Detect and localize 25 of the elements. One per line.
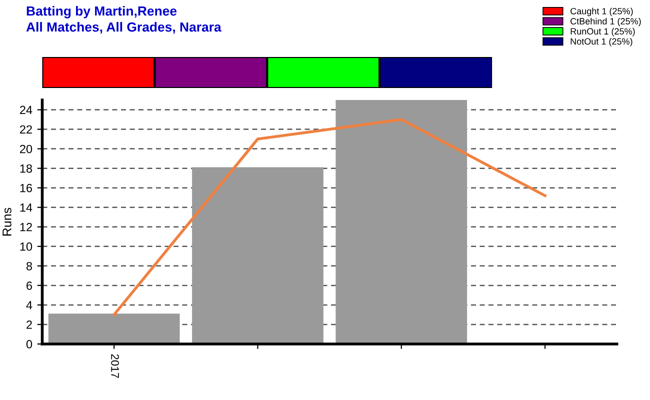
- y-tick-label: 18: [20, 164, 32, 173]
- y-tick-label: 24: [20, 106, 32, 114]
- x-tick-label: 2017: [111, 354, 119, 378]
- y-tick-label: 20: [20, 144, 32, 154]
- bar: [192, 167, 324, 344]
- y-tick-label: 10: [20, 242, 32, 251]
- y-tick-label: 14: [20, 204, 32, 212]
- y-tick-label: 16: [20, 184, 32, 192]
- legend-label: Caught 1 (25%): [570, 8, 633, 16]
- line-series: [112, 118, 546, 316]
- y-axis-title: Runs: [2, 208, 12, 236]
- bar: [48, 314, 180, 344]
- y-tick-label: 6: [26, 281, 32, 290]
- bar: [336, 100, 468, 344]
- y-tick-label: 2: [26, 320, 32, 329]
- chart-title: Batting by Martin,Renee: [26, 6, 177, 18]
- legend-label: RunOut 1 (25%): [570, 28, 635, 36]
- chart-subtitle: All Matches, All Grades, Narara: [26, 22, 222, 34]
- y-tick-label: 8: [26, 262, 32, 270]
- legend-label: CtBehind 1 (25%): [570, 18, 641, 26]
- y-tick-label: 0: [26, 340, 32, 348]
- y-tick-label: 22: [20, 125, 32, 134]
- legend-label: NotOut 1 (25%): [570, 38, 632, 46]
- y-tick-label: 4: [26, 301, 32, 310]
- y-tick-label: 12: [20, 222, 32, 232]
